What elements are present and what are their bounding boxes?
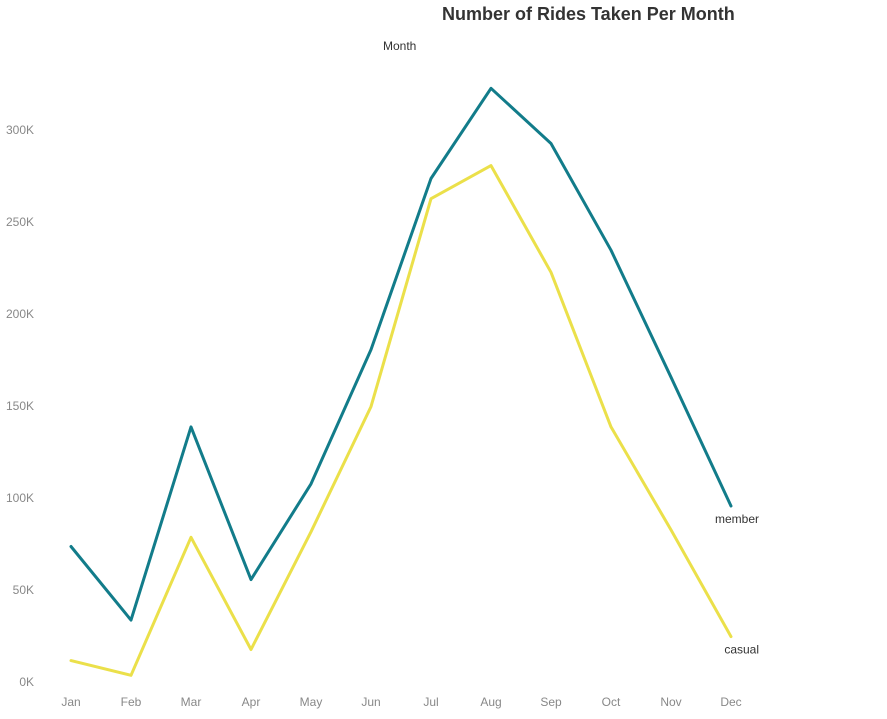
x-tick-label: Mar [181,695,202,709]
x-tick-label: Jul [423,695,438,709]
x-tick-label: May [300,695,323,709]
x-tick-label: Jun [361,695,380,709]
x-tick-label: Nov [660,695,681,709]
x-tick-label: Dec [720,695,741,709]
x-tick-label: Oct [602,695,621,709]
y-axis: 0K 50K 100K 150K 200K 250K 300K [6,123,34,689]
series-label-casual: casual [724,643,759,657]
x-tick-label: Jan [61,695,80,709]
series-labels: member casual [715,512,759,657]
x-tick-label: Feb [121,695,142,709]
x-axis-header: Month [383,39,417,53]
y-tick-label: 300K [6,123,34,137]
y-tick-label: 250K [6,215,34,229]
series-line-casual [69,164,733,677]
x-tick-label: Sep [540,695,562,709]
series-label-member: member [715,512,759,526]
y-tick-label: 200K [6,307,34,321]
chart-title: Number of Rides Taken Per Month [442,4,735,24]
x-tick-label: Aug [480,695,501,709]
y-tick-label: 150K [6,399,34,413]
series-lines [69,86,733,677]
series-line-member [69,86,733,622]
y-tick-label: 100K [6,491,34,505]
y-tick-label: 50K [13,583,34,597]
y-tick-label: 0K [19,675,34,689]
x-tick-label: Apr [242,695,261,709]
x-axis: Jan Feb Mar Apr May Jun Jul Aug Sep Oct Nov Dec [61,695,741,709]
